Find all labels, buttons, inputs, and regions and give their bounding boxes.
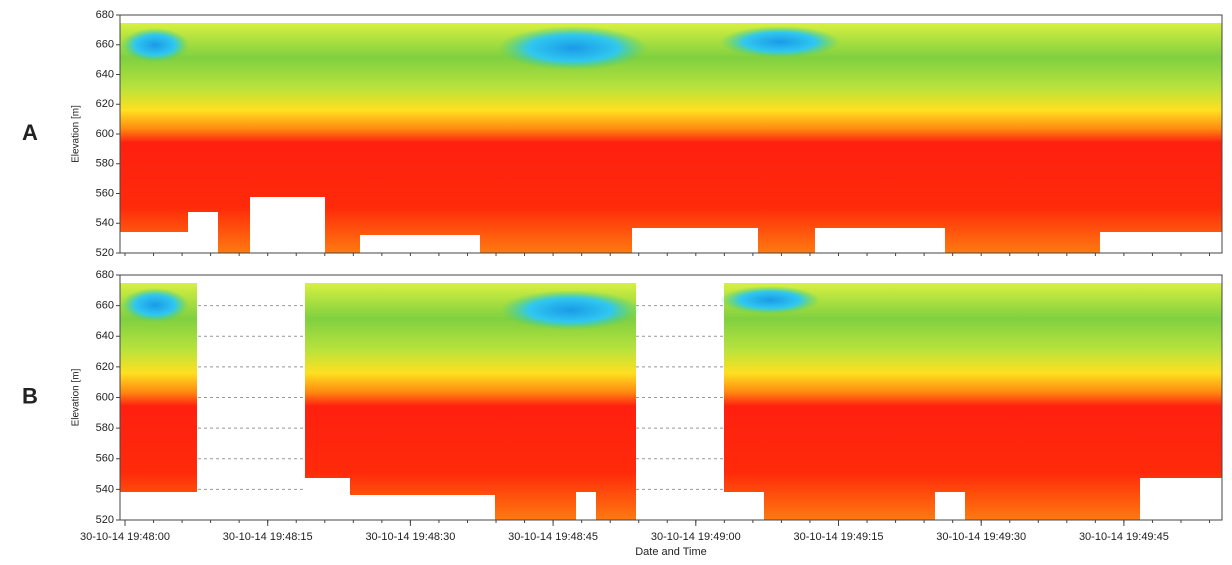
heatmap-gap <box>120 232 188 253</box>
heatmap-gap <box>305 478 350 520</box>
x-tick-label: 30-10-14 19:49:15 <box>794 531 884 543</box>
heatmap-blob <box>500 290 640 330</box>
heatmap-gap <box>1100 232 1222 253</box>
y-tick-label: 540 <box>96 217 114 229</box>
y-tick-label: 560 <box>96 187 114 199</box>
x-tick-label: 30-10-14 19:48:30 <box>365 531 455 543</box>
y-tick-label: 600 <box>96 391 114 403</box>
heatmap-fill <box>724 283 1222 520</box>
y-tick-label: 520 <box>96 247 114 259</box>
x-tick-label: 30-10-14 19:48:00 <box>80 531 170 543</box>
y-tick-label: 680 <box>96 269 114 281</box>
heatmap-gap <box>935 492 965 520</box>
heatmap-gap <box>250 197 325 253</box>
y-axis-label: Elevation [m] <box>71 105 82 163</box>
y-tick-label: 660 <box>96 39 114 51</box>
y-tick-label: 540 <box>96 483 114 495</box>
y-tick-label: 620 <box>96 98 114 110</box>
heatmap-gap <box>345 495 495 520</box>
x-tick-label: 30-10-14 19:49:30 <box>936 531 1026 543</box>
heatmap-gap <box>360 235 480 253</box>
heatmap-blob <box>121 288 189 322</box>
x-tick-label: 30-10-14 19:49:45 <box>1079 531 1169 543</box>
y-tick-label: 520 <box>96 514 114 526</box>
x-tick-label: 30-10-14 19:48:15 <box>223 531 313 543</box>
y-tick-label: 680 <box>96 9 114 21</box>
y-tick-label: 560 <box>96 453 114 465</box>
heatmap-gap <box>632 228 758 253</box>
heatmap-gap <box>120 492 197 520</box>
y-tick-label: 600 <box>96 128 114 140</box>
panel-label: A <box>22 120 38 145</box>
y-tick-label: 620 <box>96 361 114 373</box>
heatmap-blob <box>720 286 820 314</box>
heatmap-blob <box>720 26 840 58</box>
heatmap-fill <box>120 283 197 520</box>
heatmap-gap <box>815 228 945 253</box>
heatmap-blob <box>498 26 648 70</box>
x-tick-label: 30-10-14 19:49:00 <box>651 531 741 543</box>
heatmap-blob <box>121 28 189 62</box>
panel-label: B <box>22 383 38 408</box>
y-tick-label: 640 <box>96 68 114 80</box>
heatmap-gap <box>724 492 764 520</box>
heatmap-gap <box>1140 478 1222 520</box>
y-tick-label: 640 <box>96 330 114 342</box>
heatmap-gap <box>188 212 218 253</box>
y-tick-label: 580 <box>96 158 114 170</box>
y-axis-label: Elevation [m] <box>71 368 82 426</box>
y-tick-label: 580 <box>96 422 114 434</box>
x-axis-label: Date and Time <box>635 546 707 558</box>
x-tick-label: 30-10-14 19:48:45 <box>508 531 598 543</box>
y-tick-label: 660 <box>96 300 114 312</box>
heatmap-gap <box>576 492 596 520</box>
